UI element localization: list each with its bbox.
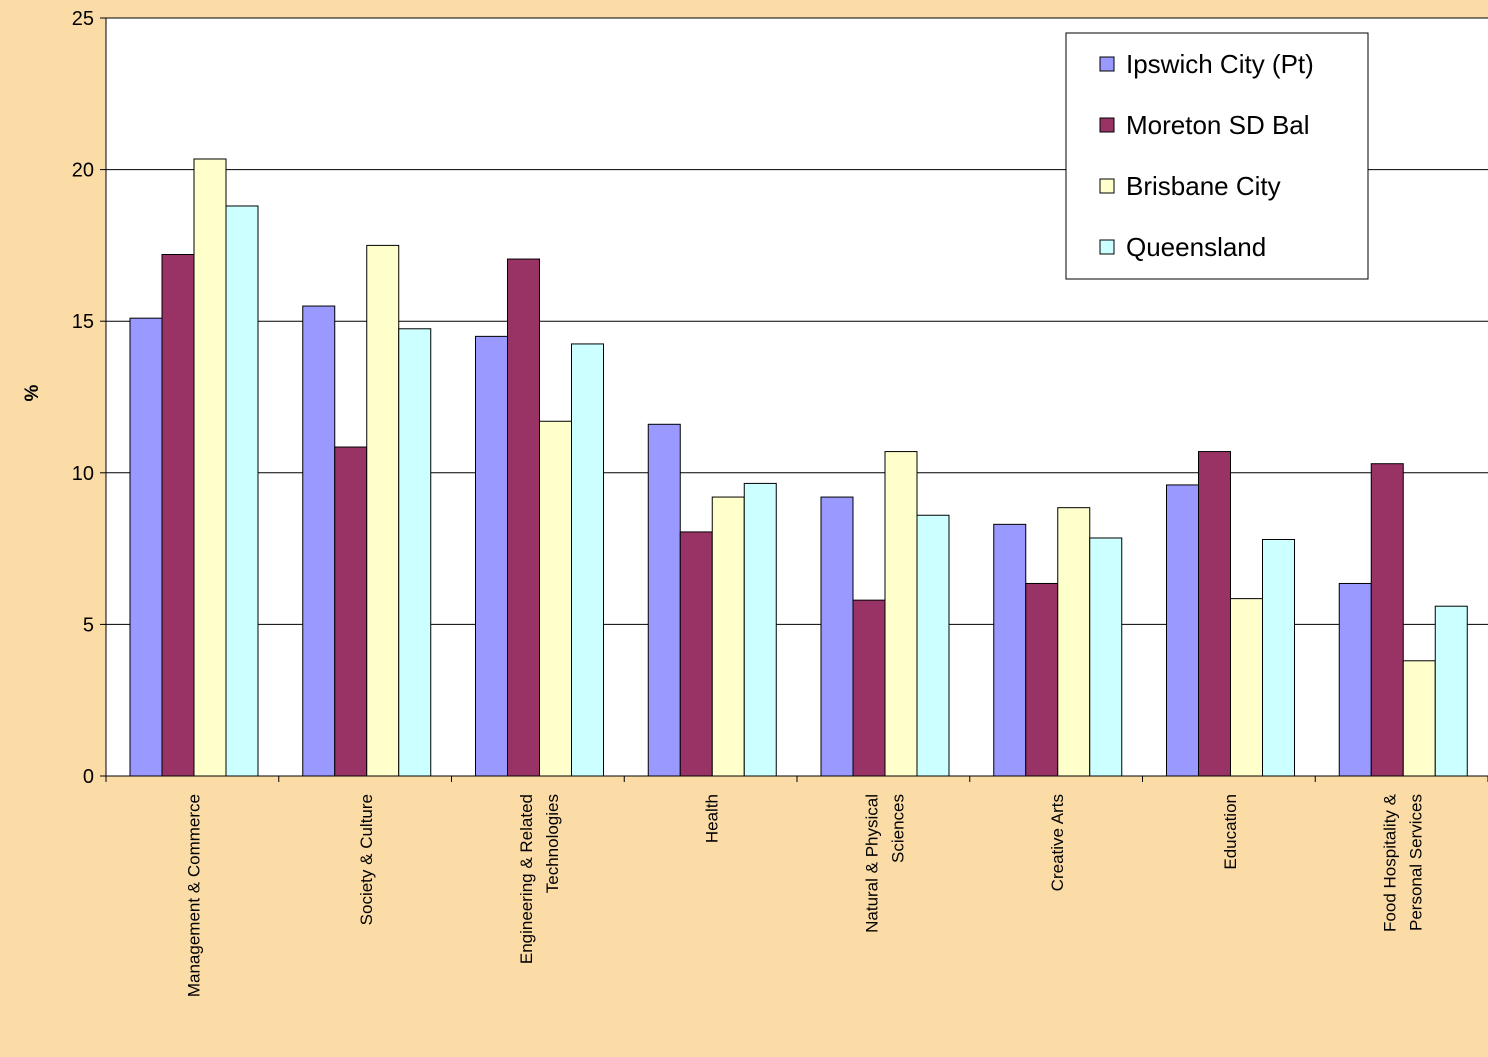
bar [820,496,854,777]
bar [647,423,681,777]
legend-label: Brisbane City [1126,171,1281,201]
bar [1025,582,1059,777]
bar [1057,507,1091,777]
bar [161,253,195,777]
bar [1402,660,1436,777]
y-tick-label: 5 [83,614,94,636]
legend-swatch [1099,239,1115,255]
bar [1262,539,1295,777]
legend-swatch [1099,117,1115,133]
x-tick-label: Sciences [888,794,907,863]
bar [475,335,508,777]
x-tick-label: Engineering & Related [517,794,536,964]
bar [852,599,886,777]
bar [1089,537,1123,777]
x-tick-label: Natural & Physical [862,794,881,933]
bar [334,446,368,777]
legend-label: Queensland [1126,232,1266,262]
x-tick-label: Management & Commerce [184,794,203,997]
legend-items: Ipswich City (Pt) Moreton SD Bal Brisbane … [1099,49,1314,262]
legend-box [1065,32,1369,280]
legend-label: Ipswich City (Pt) [1126,49,1314,79]
y-tick-label: 20 [72,160,94,182]
bar [916,514,950,777]
x-tick-label: Creative Arts [1048,794,1067,891]
x-tick-label: Technologies [543,794,562,893]
bar [993,523,1027,777]
bar [1338,582,1372,777]
bar [743,482,777,777]
bar [679,531,713,777]
x-tick-label: Society & Culture [357,794,376,925]
bar [571,343,604,777]
bar [539,420,572,777]
legend: Ipswich City (Pt) Moreton SD Bal Brisbane … [1065,32,1369,280]
x-tick-label: Education [1221,794,1240,870]
legend-swatch [1099,178,1115,194]
x-tick-label: Personal Services [1407,794,1426,931]
x-tick-label: Health [703,794,722,843]
y-tick-label: 10 [72,463,94,485]
bar [193,158,227,777]
bar [366,244,400,777]
x-tick-label: Food Hospitality & [1381,793,1400,932]
y-tick-labels: 0 5 10 15 20 25 [72,8,106,788]
bar [1166,484,1199,777]
bar [711,496,745,777]
bar [302,305,336,777]
y-tick-label: 0 [83,766,94,788]
x-tick-labels: Management & Commerce Society & Culture En… [105,776,1488,997]
bar [1230,598,1263,777]
bar [507,258,540,777]
legend-swatch [1099,56,1115,72]
y-axis-label: % [22,384,43,401]
y-tick-label: 25 [72,8,94,30]
bar [398,328,432,777]
bar [1434,605,1468,777]
bar [225,205,259,777]
bar [1198,451,1231,777]
legend-label: Moreton SD Bal [1126,110,1310,140]
bar [884,451,918,777]
bar [129,317,163,777]
y-tick-label: 15 [72,311,94,333]
bar [1370,463,1404,777]
